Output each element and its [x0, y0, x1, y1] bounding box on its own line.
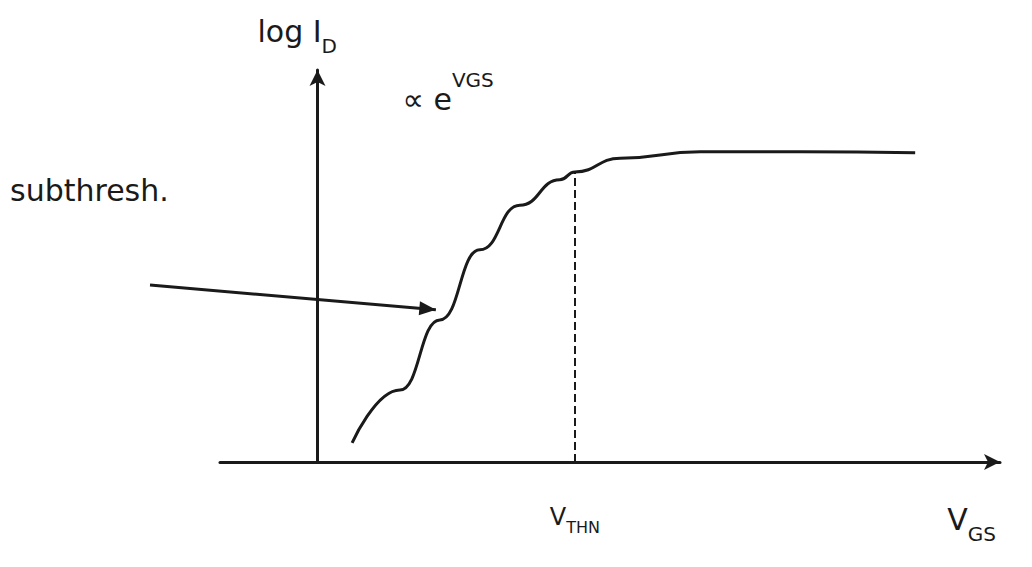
svg-text:VGS: VGS [452, 68, 494, 92]
svg-text:log I: log I [258, 14, 322, 49]
svg-text:THN: THN [565, 518, 600, 537]
svg-text:GS: GS [968, 522, 996, 546]
svg-text:∝ e: ∝ e [403, 82, 452, 117]
svg-text:D: D [322, 34, 337, 58]
svg-text:V: V [550, 503, 567, 531]
svg-text:subthresh.: subthresh. [10, 173, 169, 208]
svg-text:V: V [947, 502, 968, 537]
